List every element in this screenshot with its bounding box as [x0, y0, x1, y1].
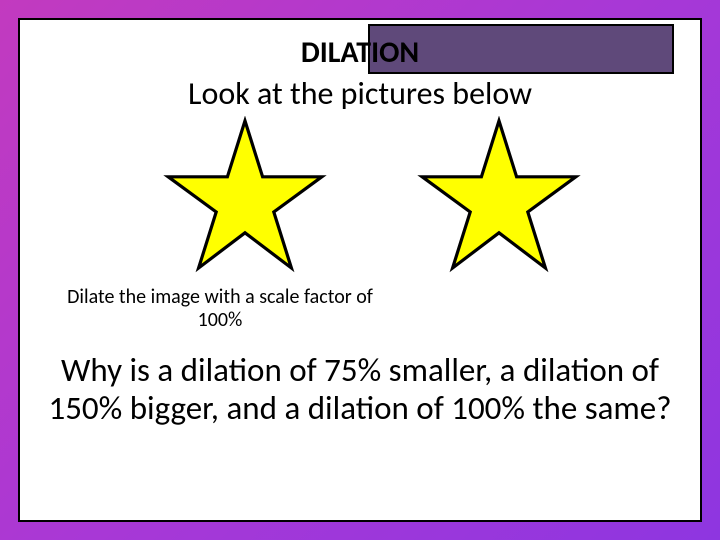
- scale-caption: Dilate the image with a scale factor of …: [50, 286, 390, 332]
- question-text: Why is a dilation of 75% smaller, a dila…: [28, 352, 692, 428]
- stars-row: [20, 116, 700, 286]
- slide-panel: DILATION Look at the pictures below Dila…: [18, 18, 702, 522]
- star-icon: [160, 116, 330, 276]
- slide-title: DILATION: [20, 34, 700, 71]
- star-right: [414, 116, 584, 276]
- slide-subtitle: Look at the pictures below: [20, 74, 700, 113]
- star-left: [160, 116, 330, 276]
- star-icon: [414, 116, 584, 276]
